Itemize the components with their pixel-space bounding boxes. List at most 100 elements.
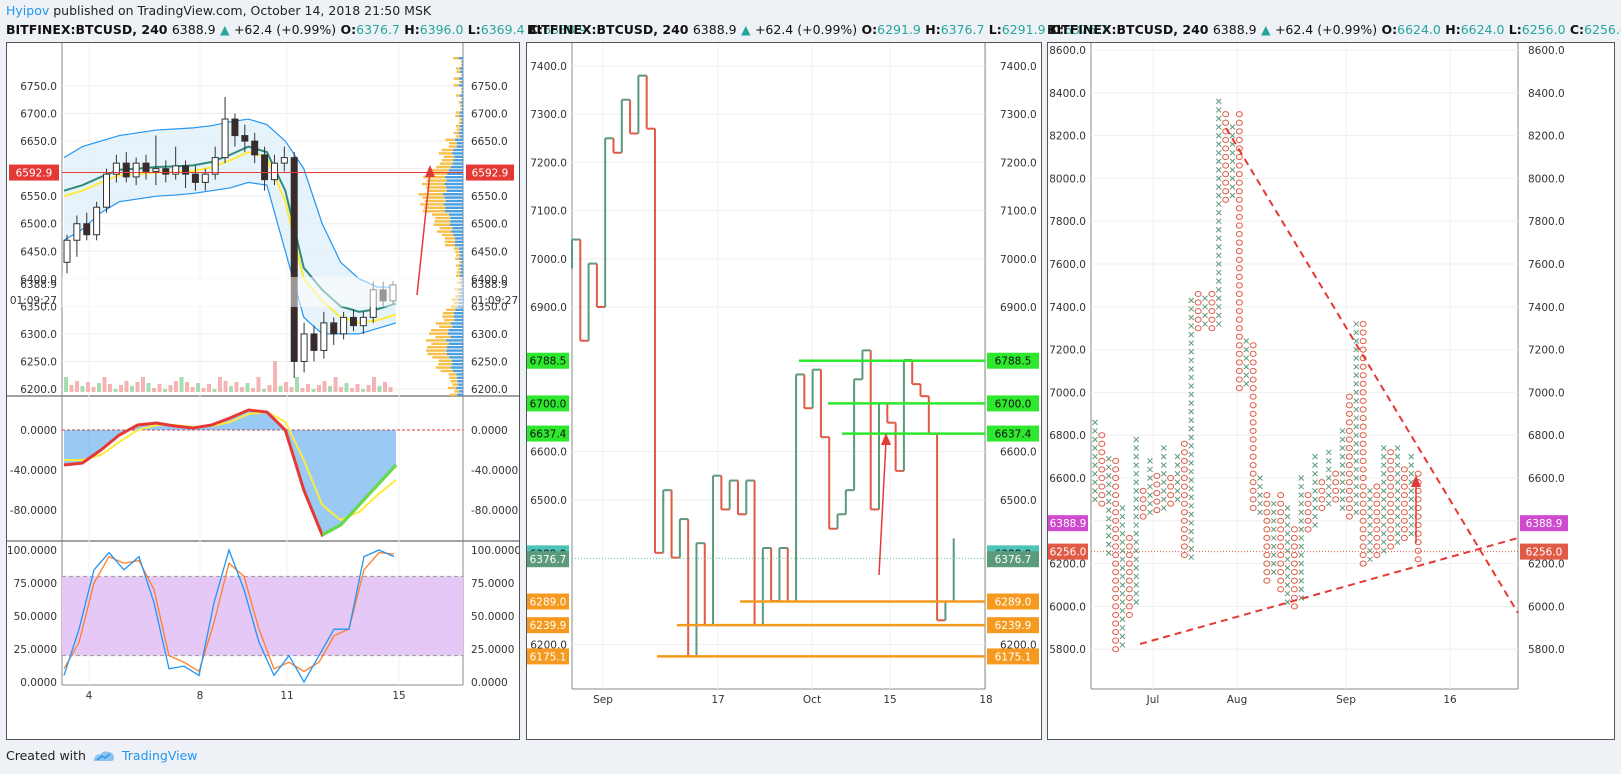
pnf-o-mark xyxy=(1181,493,1187,498)
volume-profile-bar xyxy=(457,271,460,273)
pnf-x-mark xyxy=(1106,456,1111,461)
pnf-o-mark xyxy=(1209,317,1215,322)
pnf-x-mark xyxy=(1340,488,1345,493)
y-tick-label-right: 6600.0 xyxy=(1528,473,1565,485)
pnf-x-mark xyxy=(1285,505,1290,510)
pnf-o-mark xyxy=(1140,497,1146,502)
pnf-x-mark xyxy=(1354,339,1359,344)
pnf-o-mark xyxy=(1113,544,1119,549)
up-arrow-icon: ▲ xyxy=(1261,22,1271,37)
y-tick-label-right: 6750.0 xyxy=(471,81,508,93)
pnf-x-mark xyxy=(1271,510,1276,515)
pnf-x-mark xyxy=(1216,142,1221,147)
volume-profile-bar xyxy=(423,196,445,198)
pnf-x-mark xyxy=(1409,463,1414,468)
volume-profile-bar xyxy=(455,241,463,243)
chart-panel-pnf[interactable]: 8600.0 8600.0 8400.0 8400.0 8200.0 8200.0 8000… xyxy=(1047,42,1615,740)
pnf-o-mark xyxy=(1264,493,1270,498)
pnf-x-mark xyxy=(1189,315,1194,320)
stoch-tick-right: 100.0000 xyxy=(471,545,519,557)
pnf-o-mark xyxy=(1181,544,1187,549)
volume-profile-bar xyxy=(458,383,463,385)
volume-profile-bar xyxy=(459,122,461,124)
pnf-o-mark xyxy=(1333,480,1339,485)
volume-profile-bar xyxy=(444,203,463,205)
pnf-x-mark xyxy=(1161,463,1166,468)
volume-profile-bar xyxy=(456,125,460,127)
volume-profile-bar xyxy=(449,213,463,215)
volume-profile-bar xyxy=(455,237,463,239)
y-tick-label-left: 6750.0 xyxy=(20,81,57,93)
pnf-o-mark xyxy=(1113,621,1119,626)
pnf-x-mark xyxy=(1285,591,1290,596)
y-tick-label-right: 7100.0 xyxy=(1000,206,1037,218)
point-and-figure-chart[interactable]: 8600.0 8600.0 8400.0 8400.0 8200.0 8200.0 8000… xyxy=(1048,43,1614,739)
volume-profile-bar xyxy=(452,326,463,328)
y-tick-label-left: 6800.0 xyxy=(1049,430,1086,442)
pnf-o-mark xyxy=(1181,510,1187,515)
pnf-x-mark xyxy=(1354,364,1359,369)
pnf-x-mark xyxy=(1216,210,1221,215)
pnf-o-mark xyxy=(1250,411,1256,416)
candle-body xyxy=(133,163,139,177)
volume-profile-bar xyxy=(449,169,463,171)
candlestick-chart[interactable]: 6750.06750.06700.06700.06650.06650.06600… xyxy=(7,43,519,739)
y-tick-label-right: 6800.0 xyxy=(1528,430,1565,442)
volume-bar xyxy=(312,389,316,392)
pnf-x-mark xyxy=(1106,508,1111,513)
pnf-x-mark xyxy=(1299,501,1304,506)
pnf-o-mark xyxy=(1140,514,1146,519)
pnf-x-mark xyxy=(1216,184,1221,189)
volume-profile-bar xyxy=(435,217,450,219)
pnf-o-mark xyxy=(1223,189,1229,194)
low-value: 6291.9 xyxy=(1002,22,1046,37)
pnf-x-mark xyxy=(1354,501,1359,506)
pnf-o-mark xyxy=(1113,467,1119,472)
pnf-o-mark xyxy=(1388,493,1394,498)
pnf-o-mark xyxy=(1250,351,1256,356)
volume-bar xyxy=(75,381,79,392)
volume-profile-bar xyxy=(456,264,460,266)
pnf-x-mark xyxy=(1148,484,1153,489)
pnf-x-mark xyxy=(1148,458,1153,463)
volume-bar xyxy=(328,386,332,392)
pnf-x-mark xyxy=(1271,527,1276,532)
candle-body xyxy=(153,169,159,172)
volume-profile-bar xyxy=(431,329,449,331)
pnf-x-mark xyxy=(1299,527,1304,532)
pnf-o-mark xyxy=(1346,420,1352,425)
pnf-x-mark xyxy=(1340,480,1345,485)
pnf-x-mark xyxy=(1216,313,1221,318)
pnf-o-mark xyxy=(1113,484,1119,489)
author-link[interactable]: Hyipov xyxy=(6,3,49,18)
volume-profile-bar xyxy=(449,343,463,345)
candle-body xyxy=(64,240,70,262)
created-with-label: Created with xyxy=(6,748,86,763)
pnf-x-mark xyxy=(1285,548,1290,553)
volume-bar xyxy=(257,377,261,392)
chart-panel-kagi[interactable]: 7400.0 7400.0 7300.0 7300.0 7200.0 7200.0 7100… xyxy=(526,42,1042,740)
volume-profile-bar xyxy=(462,91,463,93)
chart-panel-candles[interactable]: 6750.06750.06700.06700.06650.06650.06600… xyxy=(6,42,520,740)
volume-profile-bar xyxy=(459,57,463,59)
pnf-o-mark xyxy=(1360,535,1366,540)
volume-profile-bar xyxy=(448,387,456,389)
pnf-o-mark xyxy=(1181,450,1187,455)
volume-profile-bar xyxy=(447,190,463,192)
pnf-x-mark xyxy=(1120,557,1125,562)
volume-bar xyxy=(136,382,140,392)
close-label-right: 6376.7 xyxy=(995,554,1032,566)
pnf-x-mark xyxy=(1134,446,1139,451)
pnf-x-mark xyxy=(1313,454,1318,459)
pnf-o-mark xyxy=(1346,437,1352,442)
pnf-o-mark xyxy=(1360,458,1366,463)
macd-tick-right: 0.0000 xyxy=(471,425,508,437)
pnf-o-mark xyxy=(1278,578,1284,583)
pnf-x-mark xyxy=(1161,454,1166,459)
pnf-x-mark xyxy=(1216,193,1221,198)
volume-bar xyxy=(119,385,123,392)
pnf-x-mark xyxy=(1203,296,1208,301)
symbol-label: BITFINEX:BTCUSD, 240 xyxy=(6,22,167,37)
tradingview-link[interactable]: TradingView xyxy=(122,748,198,763)
kagi-chart[interactable]: 7400.0 7400.0 7300.0 7300.0 7200.0 7200.0 7100… xyxy=(527,43,1041,739)
